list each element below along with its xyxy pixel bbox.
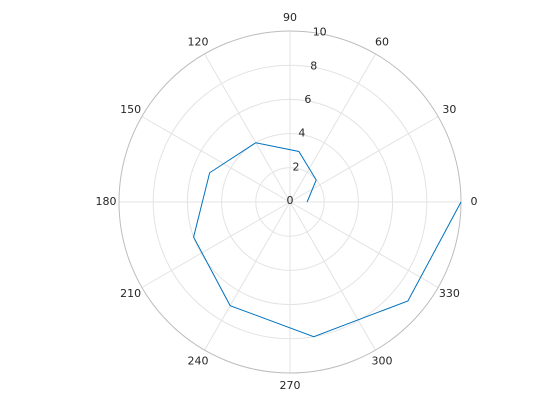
theta-tick-label: 210 bbox=[120, 287, 141, 300]
theta-grid-line bbox=[289, 201, 376, 351]
theta-tick-label: 180 bbox=[96, 195, 117, 208]
theta-tick-label: 240 bbox=[188, 354, 209, 367]
r-grid-circle bbox=[186, 98, 394, 306]
theta-tick-label: 300 bbox=[372, 354, 393, 367]
theta-grid-line bbox=[204, 201, 291, 351]
theta-tick-label: 120 bbox=[188, 36, 209, 49]
theta-tick-label: 270 bbox=[280, 379, 301, 392]
data-line bbox=[193, 142, 462, 338]
theta-tick-label: 60 bbox=[375, 36, 389, 49]
theta-grid-line bbox=[289, 116, 439, 203]
theta-grid-line bbox=[141, 201, 291, 288]
theta-tick-label: 150 bbox=[120, 103, 141, 116]
r-tick-label: 4 bbox=[298, 127, 305, 140]
theta-grid-line bbox=[289, 201, 439, 288]
r-tick-label: 0 bbox=[287, 194, 294, 207]
theta-grid-line bbox=[141, 116, 291, 203]
r-tick-label: 8 bbox=[310, 59, 317, 72]
theta-tick-label: 30 bbox=[442, 103, 456, 116]
r-tick-label: 6 bbox=[304, 93, 311, 106]
r-tick-label: 10 bbox=[313, 26, 327, 39]
r-grid-circle bbox=[255, 167, 325, 237]
theta-tick-label: 0 bbox=[471, 195, 478, 208]
r-tick-label: 2 bbox=[292, 160, 299, 173]
r-grid-circle bbox=[221, 133, 359, 271]
theta-tick-label: 330 bbox=[439, 287, 460, 300]
theta-grid-line bbox=[289, 53, 376, 203]
r-grid-circle bbox=[152, 64, 428, 340]
theta-tick-label: 90 bbox=[283, 11, 297, 24]
theta-grid-line bbox=[204, 53, 291, 203]
